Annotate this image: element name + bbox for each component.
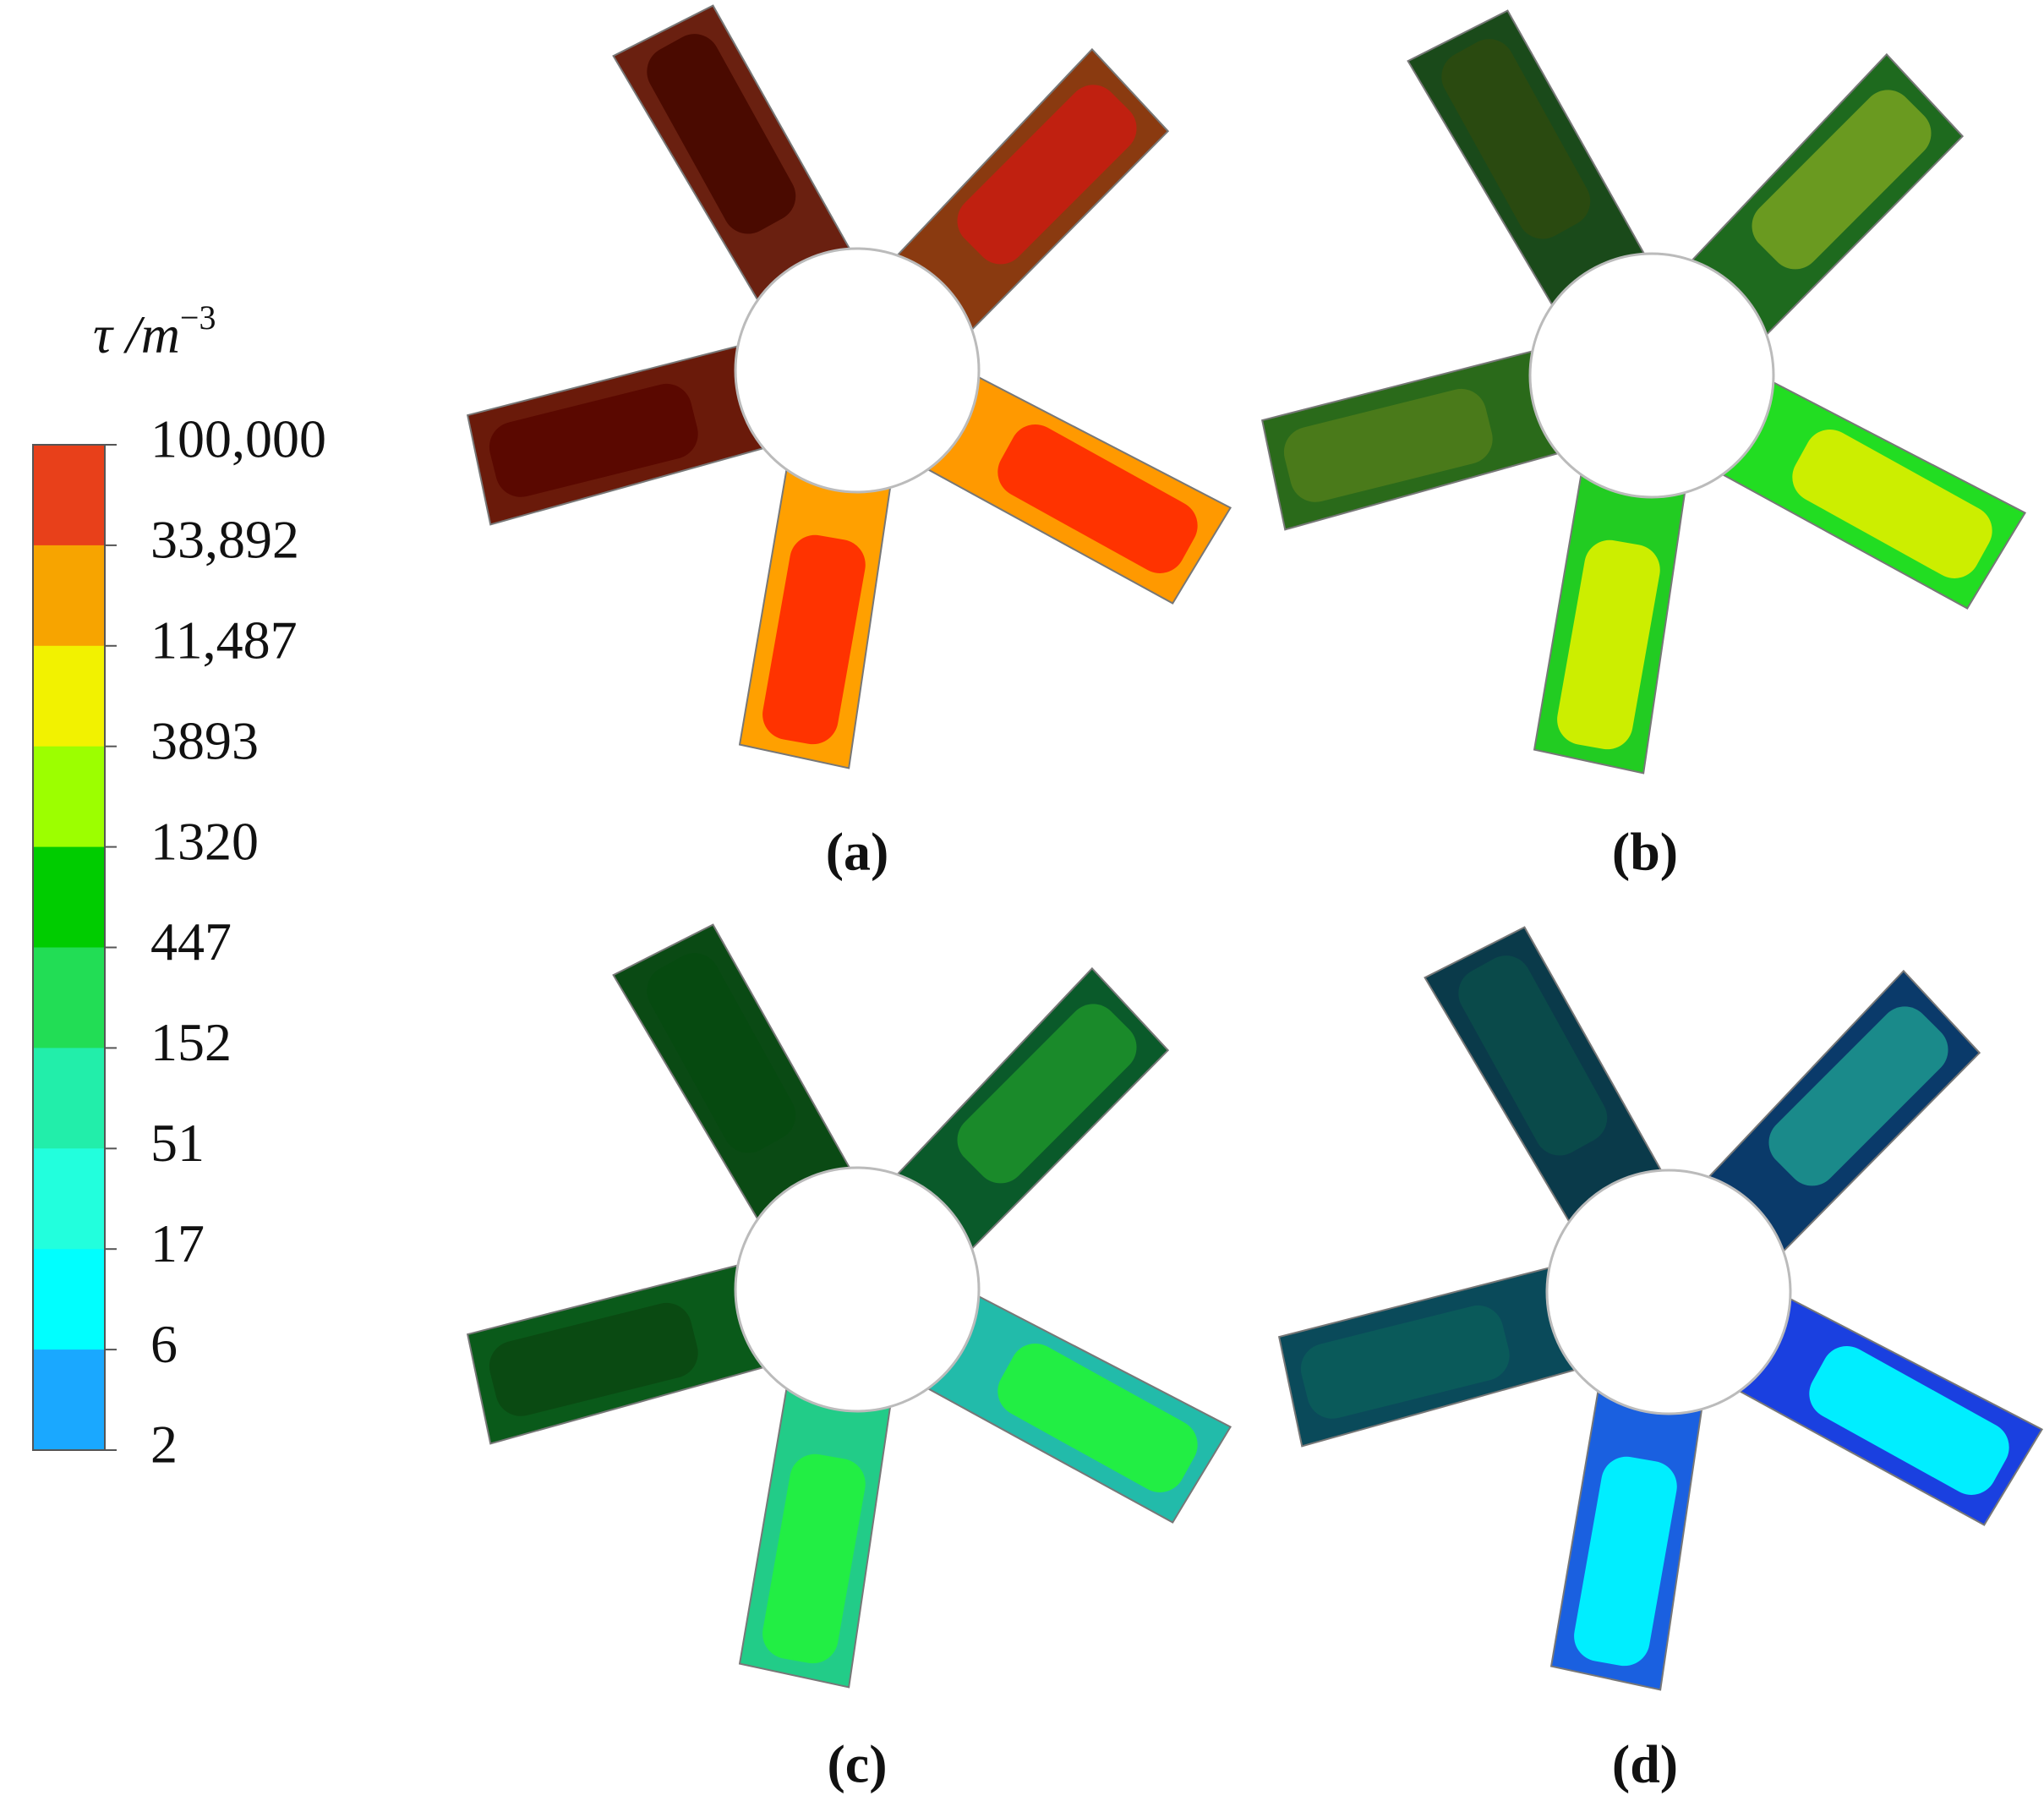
blade-core (997, 424, 1198, 573)
blade-core (762, 534, 866, 745)
blade-core (957, 1004, 1137, 1184)
hub (734, 1166, 981, 1413)
blade-core (1792, 430, 1992, 578)
colorbar-band (33, 1349, 105, 1451)
blade-core (957, 85, 1137, 265)
legend-title-exponent: −3 (180, 298, 216, 337)
hub (1545, 1169, 1792, 1415)
fan (466, 923, 1232, 1689)
colorbar-band (33, 1148, 105, 1250)
blade-core (489, 383, 698, 497)
colorbar: 100,000 33,892 11,487 3893 1320 447 152 51 17 6 2 (32, 409, 326, 1475)
colorbar-label: 51 (150, 1113, 205, 1173)
hub (734, 247, 981, 494)
blade (738, 1371, 894, 1689)
colorbar-label: 1320 (150, 811, 259, 871)
colorbar-band (33, 1249, 105, 1350)
colorbar-band (33, 545, 105, 647)
blade-core (647, 953, 796, 1153)
colorbar-label: 3893 (150, 710, 259, 770)
colorbar-label: 17 (150, 1213, 205, 1273)
blade-core (762, 1453, 866, 1664)
colorbar-label: 100,000 (150, 409, 326, 469)
blade-core (1458, 955, 1608, 1156)
colorbar-band (33, 846, 105, 948)
blade-core (997, 1344, 1198, 1492)
blade-core (1300, 1305, 1510, 1419)
legend-title-main: τ /m (93, 304, 180, 364)
colorbar-band (33, 746, 105, 848)
blade (1533, 457, 1689, 775)
hub (1528, 252, 1775, 499)
colorbar-label: 11,487 (150, 610, 298, 670)
colorbar-label: 33,892 (150, 510, 299, 570)
blade-core (1557, 539, 1660, 750)
colorbar-band (33, 445, 105, 546)
colorbar-label: 447 (150, 911, 232, 972)
blade (738, 452, 894, 769)
blade (1549, 1373, 1706, 1691)
blade-core (1752, 90, 1932, 270)
legend-title: τ /m−3 (93, 298, 216, 364)
panels: (a) (b) (c) (d) (466, 4, 2044, 1794)
blade-core (1809, 1346, 2009, 1495)
colorbar-band (33, 1048, 105, 1149)
fan (1260, 9, 2027, 775)
colorbar-band (33, 947, 105, 1048)
blade-core (1768, 1006, 1948, 1186)
colorbar-band (33, 645, 105, 747)
blade (1260, 346, 1576, 531)
fan (1277, 926, 2044, 1691)
colorbar-label: 6 (150, 1314, 178, 1374)
colorbar-label: 152 (150, 1012, 232, 1072)
blade-core (1283, 388, 1493, 502)
blade (466, 1260, 781, 1445)
panel-label: (d) (1612, 1734, 1678, 1794)
blade (1277, 1262, 1593, 1448)
blade-core (1441, 39, 1591, 239)
blade-core (489, 1302, 698, 1416)
colorbar-label: 2 (150, 1415, 178, 1475)
blade (466, 341, 781, 526)
fan (466, 4, 1232, 769)
blade-core (1574, 1456, 1677, 1667)
panel-label: (c) (827, 1734, 887, 1794)
panel-label: (b) (1612, 822, 1678, 882)
blade-core (647, 34, 796, 234)
panel-label: (a) (826, 822, 889, 882)
